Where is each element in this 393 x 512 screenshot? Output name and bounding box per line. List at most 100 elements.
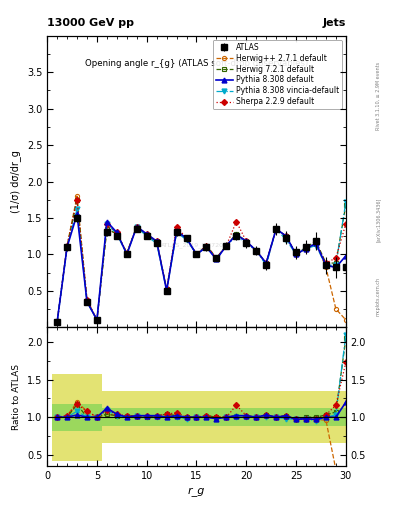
Herwig 7.2.1 default: [254, 248, 259, 254]
Herwig 7.2.1 default: [184, 235, 189, 241]
Herwig++ 2.7.1 default: [343, 317, 348, 323]
Herwig++ 2.7.1 default: [254, 248, 259, 254]
Pythia 8.308 vincia-default: [284, 237, 288, 243]
Herwig 7.2.1 default: [323, 260, 328, 266]
Sherpa 2.2.9 default: [254, 248, 259, 254]
Pythia 8.308 vincia-default: [314, 243, 318, 249]
Sherpa 2.2.9 default: [284, 233, 288, 239]
Pythia 8.308 vincia-default: [334, 262, 338, 268]
Herwig 7.2.1 default: [294, 251, 298, 258]
Pythia 8.308 default: [134, 224, 139, 230]
Pythia 8.308 vincia-default: [184, 237, 189, 243]
Herwig 7.2.1 default: [125, 250, 129, 256]
Pythia 8.308 default: [55, 319, 59, 325]
Sherpa 2.2.9 default: [314, 240, 318, 246]
Herwig++ 2.7.1 default: [154, 238, 159, 244]
Herwig++ 2.7.1 default: [224, 243, 229, 249]
Pythia 8.308 vincia-default: [134, 224, 139, 230]
Pythia 8.308 vincia-default: [264, 262, 268, 268]
Herwig 7.2.1 default: [234, 231, 239, 237]
Sherpa 2.2.9 default: [264, 260, 268, 266]
Sherpa 2.2.9 default: [144, 231, 149, 237]
Pythia 8.308 vincia-default: [105, 221, 109, 227]
Herwig 7.2.1 default: [105, 226, 109, 232]
Herwig++ 2.7.1 default: [125, 250, 129, 256]
Herwig++ 2.7.1 default: [204, 243, 209, 249]
Sherpa 2.2.9 default: [65, 243, 70, 249]
Herwig 7.2.1 default: [95, 317, 99, 323]
Herwig++ 2.7.1 default: [284, 233, 288, 239]
X-axis label: r_g: r_g: [188, 486, 205, 496]
Herwig++ 2.7.1 default: [264, 260, 268, 266]
Line: Herwig++ 2.7.1 default: Herwig++ 2.7.1 default: [55, 194, 348, 324]
Line: Herwig 7.2.1 default: Herwig 7.2.1 default: [55, 198, 348, 324]
Herwig 7.2.1 default: [274, 226, 279, 232]
Herwig++ 2.7.1 default: [105, 226, 109, 232]
Herwig++ 2.7.1 default: [75, 193, 79, 199]
Pythia 8.308 default: [184, 235, 189, 241]
Pythia 8.308 vincia-default: [65, 244, 70, 250]
Sherpa 2.2.9 default: [234, 219, 239, 225]
Sherpa 2.2.9 default: [323, 260, 328, 266]
Sherpa 2.2.9 default: [95, 317, 99, 323]
Pythia 8.308 vincia-default: [274, 226, 279, 232]
Pythia 8.308 vincia-default: [224, 243, 229, 249]
Sherpa 2.2.9 default: [194, 251, 199, 258]
Herwig 7.2.1 default: [343, 202, 348, 208]
Pythia 8.308 default: [75, 211, 79, 218]
Herwig++ 2.7.1 default: [55, 319, 59, 325]
Text: ATLAS_2019_I1772062: ATLAS_2019_I1772062: [161, 243, 232, 248]
Herwig 7.2.1 default: [65, 244, 70, 250]
Pythia 8.308 vincia-default: [95, 317, 99, 323]
Herwig++ 2.7.1 default: [314, 240, 318, 246]
Herwig++ 2.7.1 default: [194, 251, 199, 258]
Pythia 8.308 default: [304, 245, 309, 251]
Pythia 8.308 vincia-default: [254, 248, 259, 254]
Text: Rivet 3.1.10, ≥ 2.9M events: Rivet 3.1.10, ≥ 2.9M events: [376, 61, 380, 130]
Herwig++ 2.7.1 default: [174, 228, 179, 234]
Pythia 8.308 vincia-default: [84, 298, 89, 305]
Sherpa 2.2.9 default: [75, 197, 79, 203]
Herwig++ 2.7.1 default: [323, 264, 328, 270]
Pythia 8.308 default: [65, 244, 70, 250]
Herwig++ 2.7.1 default: [114, 231, 119, 237]
Pythia 8.308 default: [164, 288, 169, 294]
Sherpa 2.2.9 default: [184, 235, 189, 241]
Text: [arXiv:1306.3436]: [arXiv:1306.3436]: [376, 198, 380, 242]
Herwig 7.2.1 default: [334, 260, 338, 266]
Pythia 8.308 default: [174, 228, 179, 234]
Sherpa 2.2.9 default: [154, 238, 159, 244]
Pythia 8.308 vincia-default: [125, 251, 129, 258]
Herwig++ 2.7.1 default: [304, 245, 309, 251]
Sherpa 2.2.9 default: [55, 319, 59, 325]
Sherpa 2.2.9 default: [334, 255, 338, 261]
Pythia 8.308 vincia-default: [244, 240, 249, 246]
Sherpa 2.2.9 default: [84, 296, 89, 303]
Sherpa 2.2.9 default: [343, 221, 348, 227]
Pythia 8.308 vincia-default: [174, 229, 179, 236]
Sherpa 2.2.9 default: [164, 286, 169, 292]
Herwig 7.2.1 default: [204, 243, 209, 249]
Pythia 8.308 default: [234, 231, 239, 238]
Pythia 8.308 vincia-default: [204, 244, 209, 250]
Herwig++ 2.7.1 default: [95, 317, 99, 323]
Pythia 8.308 default: [314, 240, 318, 246]
Herwig 7.2.1 default: [214, 255, 219, 261]
Pythia 8.308 vincia-default: [114, 231, 119, 237]
Pythia 8.308 default: [244, 238, 249, 244]
Herwig++ 2.7.1 default: [84, 296, 89, 303]
Sherpa 2.2.9 default: [274, 226, 279, 232]
Pythia 8.308 default: [95, 317, 99, 323]
Pythia 8.308 vincia-default: [214, 257, 219, 263]
Pythia 8.308 vincia-default: [323, 262, 328, 268]
Pythia 8.308 vincia-default: [55, 319, 59, 325]
Pythia 8.308 default: [254, 248, 259, 254]
Herwig++ 2.7.1 default: [214, 255, 219, 261]
Pythia 8.308 default: [334, 264, 338, 270]
Herwig++ 2.7.1 default: [274, 226, 279, 232]
Sherpa 2.2.9 default: [294, 251, 298, 258]
Herwig++ 2.7.1 default: [294, 251, 298, 258]
Pythia 8.308 default: [294, 251, 298, 258]
Pythia 8.308 default: [154, 238, 159, 244]
Sherpa 2.2.9 default: [134, 224, 139, 230]
